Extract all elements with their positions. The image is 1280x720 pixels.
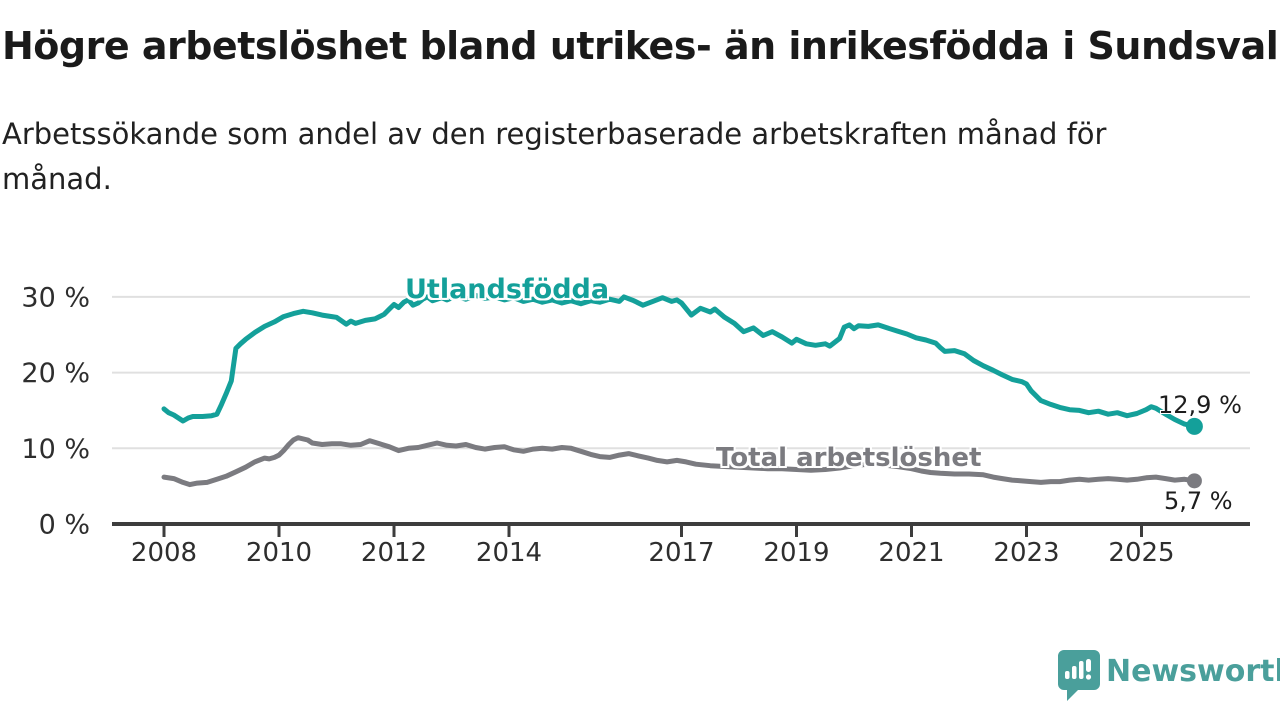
- x-tick-label-2023: 2023: [993, 538, 1059, 568]
- y-tick-label-0: 0 %: [39, 510, 90, 541]
- series-line-0: [161, 292, 1197, 429]
- newsworthy-logo: Newsworthy: [1056, 648, 1280, 702]
- x-tick-label-2025: 2025: [1108, 538, 1174, 568]
- x-tick-label-2008: 2008: [131, 538, 197, 568]
- x-tick-label-2017: 2017: [648, 538, 714, 568]
- end-value-label-utlandsfodda: 12,9 %: [1158, 391, 1242, 419]
- x-tick-label-2012: 2012: [361, 538, 427, 568]
- series-label-utlandsfodda: Utlandsfödda: [405, 274, 610, 305]
- y-tick-label-10: 10 %: [21, 434, 90, 465]
- newsworthy-brand-text: Newsworthy: [1106, 654, 1280, 689]
- series-end-dot-0: [1185, 417, 1203, 435]
- series-end-dot-1: [1186, 473, 1202, 489]
- chart-subtitle: Arbetssökande som andel av den registerb…: [2, 117, 1107, 196]
- newsworthy-speech-bubble-bar-chart-icon: [1058, 650, 1100, 701]
- page-title: Högre arbetslöshet bland utrikes- än inr…: [2, 24, 1280, 68]
- y-tick-label-30: 30 %: [21, 282, 90, 313]
- end-value-label-total: 5,7 %: [1164, 487, 1233, 515]
- y-tick-label-20: 20 %: [21, 358, 90, 389]
- series-line-1: [161, 435, 1197, 488]
- series-label-total-arbetsloshet: Total arbetslöshet: [716, 443, 982, 473]
- x-tick-label-2021: 2021: [878, 538, 944, 568]
- x-tick-label-2010: 2010: [246, 538, 312, 568]
- x-tick-label-2014: 2014: [476, 538, 542, 568]
- x-tick-label-2019: 2019: [763, 538, 829, 568]
